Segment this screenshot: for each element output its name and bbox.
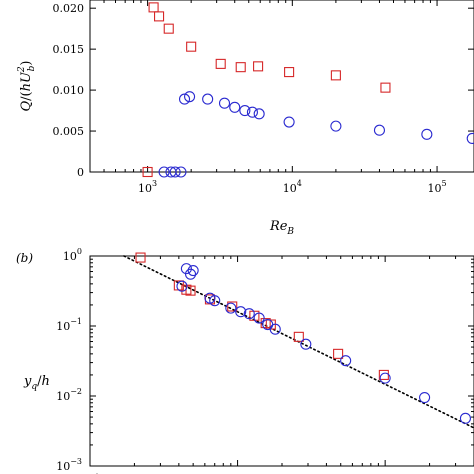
- panel-b-circle-point: [419, 392, 431, 404]
- panel-a-circle-point: [330, 120, 342, 132]
- panel-a-circle-point: [283, 116, 295, 128]
- panel-a-square-point: [163, 23, 174, 34]
- panel-b-circle-point: [243, 308, 255, 320]
- panel-a-y-axis-label: Q/(hU2b): [17, 60, 37, 111]
- panel-b-circle-point: [340, 355, 352, 367]
- panel-b-square-point: [293, 331, 304, 342]
- panel-a-square-point: [235, 62, 246, 73]
- panel-a-x-tick-label: 103: [138, 179, 157, 195]
- panel-b-frame: [89, 255, 474, 467]
- panel-b-y-tick-label: 10−2: [56, 387, 82, 403]
- panel-a-circle-point: [466, 132, 474, 144]
- panel-b-y-tick-label: 10−3: [56, 457, 82, 473]
- panel-a-circle-point: [158, 166, 170, 178]
- panel-a-circle-point: [218, 97, 231, 109]
- panel-a-x-tick-label: 104: [283, 179, 302, 195]
- panel-b-circle-point: [176, 280, 188, 292]
- panel-b-circle-point: [300, 338, 312, 350]
- panel-a-circle-point: [253, 108, 265, 120]
- panel-a-square-point: [186, 41, 197, 52]
- panel-a-square-point: [142, 166, 153, 178]
- panel-a-y-tick-label: 0.020: [53, 2, 85, 15]
- panel-b-circle-point: [235, 306, 247, 318]
- panel-a-y-tick-label: 0.005: [53, 125, 85, 138]
- panel-b-square-point: [333, 348, 344, 359]
- panel-a-circle-point: [169, 166, 181, 178]
- panel-b-points: [135, 252, 471, 424]
- panel-a-square-point: [330, 70, 341, 81]
- panel-a-circle-point: [373, 124, 386, 136]
- panel-b: (b) 10110210310010−110−210−3 yq/h: [16, 247, 474, 474]
- panel-a-frame: [89, 0, 474, 173]
- panel-b-circle-point: [379, 372, 391, 384]
- panel-a-circle-point: [239, 105, 251, 117]
- panel-a-circle-point: [229, 101, 241, 113]
- panel-b-ticks: 10110210310010−110−210−3: [56, 247, 474, 474]
- panel-a-x-tick-label: 105: [428, 179, 447, 195]
- panel-a-y-tick-label: 0.010: [53, 84, 85, 97]
- panel-b-circle-point: [187, 264, 199, 277]
- panel-b-y-tick-label: 10−1: [56, 317, 82, 333]
- panel-b-fit-line: [123, 255, 474, 429]
- panel-b-circle-point: [209, 295, 221, 307]
- panel-a-circle-point: [184, 91, 196, 103]
- panel-a-square-point: [380, 82, 391, 93]
- panel-a-circle-point: [175, 166, 187, 178]
- panel-a-square-point: [154, 11, 165, 22]
- panel-a-square-point: [253, 61, 264, 72]
- panel-b-square-point: [227, 301, 238, 312]
- panel-a-square-point: [215, 58, 226, 69]
- panel-b-circle-point: [184, 268, 197, 280]
- panel-a-square-point: [148, 2, 159, 13]
- panel-a-circle-point: [178, 93, 191, 105]
- panel-b-circle-point: [180, 263, 192, 275]
- panel-b-y-axis-label: yq/h: [23, 374, 50, 392]
- panel-b-fit-line: [123, 255, 474, 429]
- panel-a-y-tick-label: 0.015: [53, 43, 85, 56]
- panel-b-square-point: [135, 252, 146, 263]
- panel-b-circle-point: [253, 312, 265, 324]
- panel-b-y-tick-label: 100: [63, 247, 82, 263]
- panel-a-circle-point: [246, 106, 258, 118]
- panel-a-y-tick-label: 0: [77, 166, 84, 179]
- panel-b-circle-point: [459, 412, 471, 424]
- panel-a-circle-point: [202, 93, 214, 105]
- panel-a-x-axis-label: ReB: [269, 219, 294, 237]
- panel-b-circle-point: [225, 302, 237, 314]
- panel-b-label: (b): [16, 251, 33, 265]
- panel-a-square-point: [284, 67, 295, 78]
- panel-a-ticks: 103 104 105 0 0.005 0.010 0.015 0.020: [53, 0, 474, 195]
- panel-b-square-point: [185, 285, 196, 296]
- panel-a-circle-point: [421, 128, 433, 140]
- panel-a-points: [142, 2, 474, 178]
- panel-b-circle-point: [269, 323, 281, 335]
